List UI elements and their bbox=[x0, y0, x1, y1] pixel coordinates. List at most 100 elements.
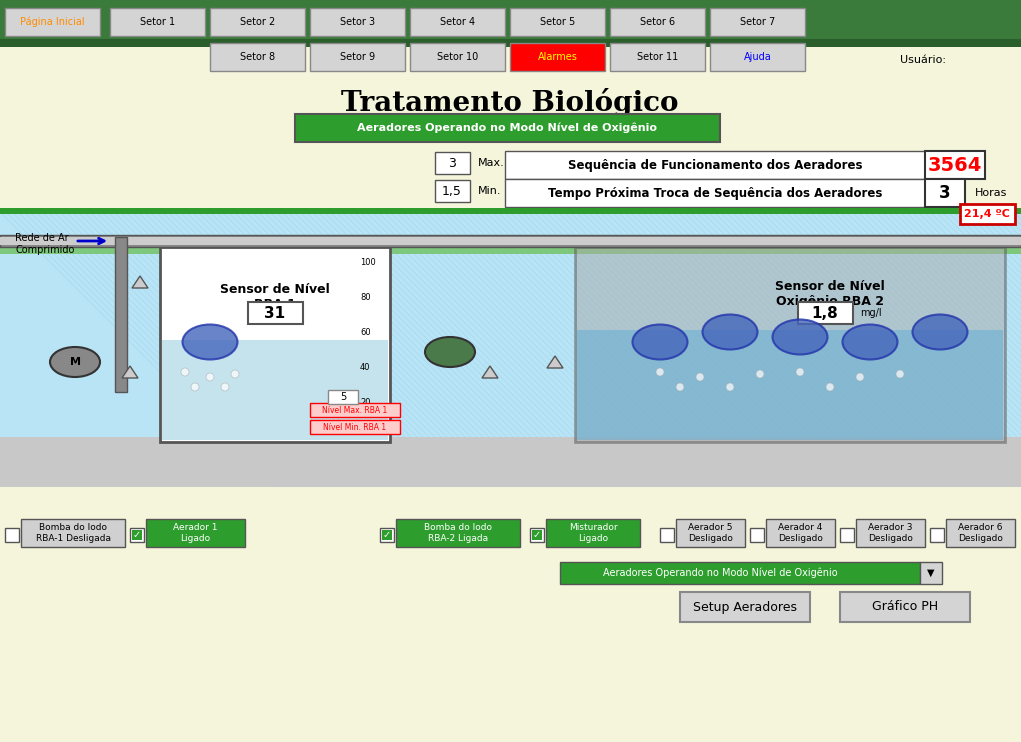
Bar bbox=[248, 302, 303, 324]
Text: Tempo Próxima Troca de Sequência dos Aeradores: Tempo Próxima Troca de Sequência dos Aer… bbox=[548, 186, 882, 200]
Text: ✓: ✓ bbox=[383, 530, 391, 540]
Text: Aeradores Operando no Modo Nível de Oxigênio: Aeradores Operando no Modo Nível de Oxig… bbox=[602, 568, 837, 578]
Text: ✓: ✓ bbox=[133, 530, 141, 540]
Text: Setor 11: Setor 11 bbox=[637, 52, 678, 62]
Bar bbox=[840, 592, 970, 622]
Text: 3: 3 bbox=[448, 157, 456, 169]
Bar bbox=[310, 420, 400, 434]
Text: Usuário:: Usuário: bbox=[900, 55, 946, 65]
Text: Nível Min. RBA 1: Nível Min. RBA 1 bbox=[324, 422, 387, 432]
Text: Aeradores Operando no Modo Nível de Oxigênio: Aeradores Operando no Modo Nível de Oxig… bbox=[357, 122, 657, 134]
Text: Setor 2: Setor 2 bbox=[240, 17, 275, 27]
Bar bbox=[676, 519, 745, 547]
Text: Página Inicial: Página Inicial bbox=[20, 17, 85, 27]
Circle shape bbox=[221, 383, 229, 391]
Bar bbox=[680, 592, 810, 622]
Circle shape bbox=[181, 368, 189, 376]
Bar bbox=[510, 43, 605, 71]
Bar bbox=[766, 519, 835, 547]
Text: Aerador 6
Desligado: Aerador 6 Desligado bbox=[958, 523, 1003, 542]
Bar bbox=[0, 239, 1021, 254]
Bar bbox=[532, 530, 542, 540]
Circle shape bbox=[756, 370, 764, 378]
Ellipse shape bbox=[913, 315, 968, 349]
Text: Setor 5: Setor 5 bbox=[540, 17, 575, 27]
Bar bbox=[396, 519, 520, 547]
Bar bbox=[510, 8, 605, 36]
Text: Bomba do lodo
RBA-2 Ligada: Bomba do lodo RBA-2 Ligada bbox=[424, 523, 492, 542]
Bar bbox=[410, 43, 505, 71]
Text: 1,5: 1,5 bbox=[442, 185, 461, 197]
Circle shape bbox=[206, 373, 214, 381]
Bar bbox=[920, 562, 942, 584]
Circle shape bbox=[191, 383, 199, 391]
Ellipse shape bbox=[702, 315, 758, 349]
Polygon shape bbox=[482, 366, 498, 378]
Bar bbox=[310, 8, 405, 36]
Ellipse shape bbox=[50, 347, 100, 377]
Bar bbox=[210, 43, 305, 71]
Ellipse shape bbox=[183, 324, 238, 360]
Text: 100: 100 bbox=[360, 257, 376, 266]
Bar bbox=[575, 247, 1005, 442]
Text: Setor 1: Setor 1 bbox=[140, 17, 175, 27]
Text: Misturador
Ligado: Misturador Ligado bbox=[569, 523, 618, 542]
Text: Horas: Horas bbox=[975, 188, 1008, 198]
Bar bbox=[610, 43, 704, 71]
Bar bbox=[435, 180, 470, 202]
Bar bbox=[210, 8, 305, 36]
Text: Setor 6: Setor 6 bbox=[640, 17, 675, 27]
Text: Aerador 4
Desligado: Aerador 4 Desligado bbox=[778, 523, 823, 542]
Bar bbox=[660, 528, 674, 542]
Bar bbox=[310, 43, 405, 71]
Bar bbox=[110, 8, 205, 36]
Bar bbox=[130, 528, 144, 542]
Polygon shape bbox=[132, 276, 148, 288]
Text: Gráfico PH: Gráfico PH bbox=[872, 600, 938, 614]
Bar bbox=[505, 179, 925, 207]
Bar bbox=[146, 519, 245, 547]
Bar bbox=[798, 302, 853, 324]
Bar bbox=[0, 208, 1021, 214]
Text: 80: 80 bbox=[360, 292, 371, 301]
Bar bbox=[546, 519, 640, 547]
Bar bbox=[530, 528, 544, 542]
Text: 1,8: 1,8 bbox=[812, 306, 838, 321]
Circle shape bbox=[896, 370, 904, 378]
Text: Setor 9: Setor 9 bbox=[340, 52, 375, 62]
Text: 20: 20 bbox=[360, 398, 371, 407]
Bar bbox=[856, 519, 925, 547]
Text: Setor 3: Setor 3 bbox=[340, 17, 375, 27]
Bar bbox=[930, 528, 944, 542]
Text: Max.: Max. bbox=[478, 158, 504, 168]
Text: Setor 7: Setor 7 bbox=[740, 17, 775, 27]
Text: Sensor de Nível
RBA 1: Sensor de Nível RBA 1 bbox=[221, 283, 330, 311]
Text: Tratamento Biológico: Tratamento Biológico bbox=[341, 88, 679, 116]
Bar bbox=[382, 530, 392, 540]
Bar bbox=[160, 247, 390, 442]
Ellipse shape bbox=[425, 337, 475, 367]
Text: ✓: ✓ bbox=[533, 530, 541, 540]
Bar bbox=[925, 151, 985, 179]
Text: Alarmes: Alarmes bbox=[538, 52, 578, 62]
Text: ▼: ▼ bbox=[927, 568, 935, 578]
Text: Aerador 1
Ligado: Aerador 1 Ligado bbox=[174, 523, 217, 542]
Text: 3: 3 bbox=[939, 184, 951, 202]
Bar bbox=[577, 330, 1003, 440]
Bar bbox=[0, 235, 1021, 247]
Text: Bomba do lodo
RBA-1 Desligada: Bomba do lodo RBA-1 Desligada bbox=[36, 523, 110, 542]
Circle shape bbox=[826, 383, 834, 391]
Circle shape bbox=[856, 373, 864, 381]
Polygon shape bbox=[547, 356, 563, 368]
Bar bbox=[5, 528, 19, 542]
Bar bbox=[295, 114, 720, 142]
Text: 40: 40 bbox=[360, 363, 371, 372]
Bar bbox=[946, 519, 1015, 547]
Bar bbox=[435, 152, 470, 174]
Bar bbox=[115, 237, 127, 392]
Ellipse shape bbox=[842, 324, 897, 360]
Bar bbox=[0, 237, 1021, 245]
Text: M: M bbox=[69, 357, 81, 367]
Bar bbox=[132, 530, 142, 540]
Bar bbox=[560, 562, 920, 584]
